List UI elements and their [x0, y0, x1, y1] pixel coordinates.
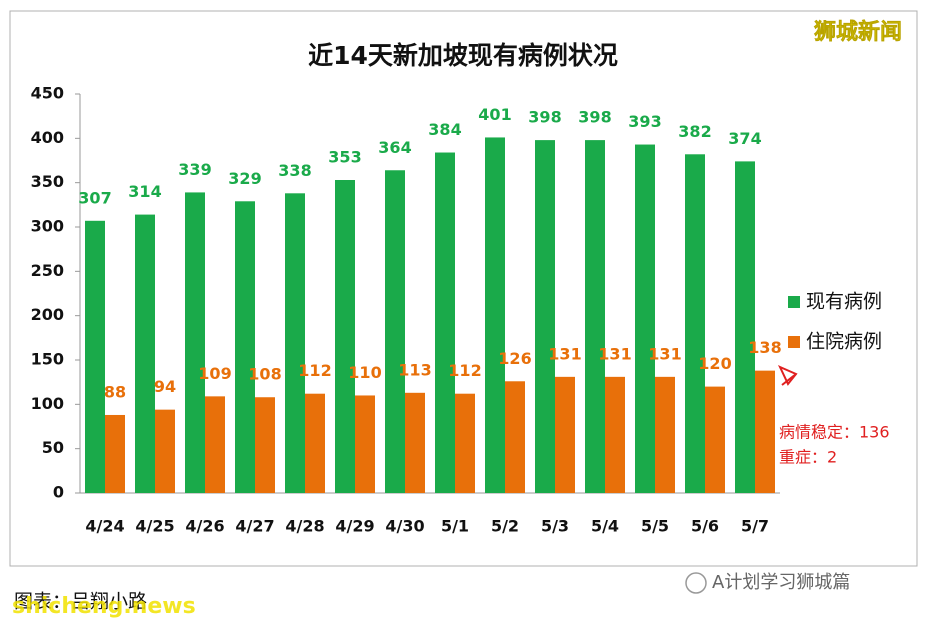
y-tick-label: 150 [31, 350, 64, 369]
y-tick-label: 50 [42, 438, 64, 457]
brand: 狮城新闻 [814, 19, 902, 45]
value-label: 126 [498, 349, 531, 368]
legend-label: 住院病例 [806, 331, 882, 353]
value-label: 112 [298, 361, 331, 380]
bar [135, 214, 155, 493]
value-label: 110 [348, 363, 381, 382]
x-tick-label: 4/26 [185, 517, 224, 536]
y-tick-label: 250 [31, 261, 64, 280]
y-tick-label: 200 [31, 305, 64, 324]
bar [85, 220, 105, 493]
bar [485, 137, 505, 494]
chart-title: 近14天新加坡现有病例状况 [308, 41, 618, 70]
x-tick-label: 5/2 [491, 517, 519, 536]
value-label: 314 [128, 182, 161, 201]
value-label: 382 [678, 122, 711, 141]
bar [605, 376, 625, 493]
x-tick-label: 5/7 [741, 517, 769, 536]
y-tick-label: 300 [31, 217, 64, 236]
annotation: 病情稳定：136 [779, 423, 890, 442]
annotation: 重症：2 [779, 448, 837, 467]
bar [435, 152, 455, 493]
value-label: 384 [428, 120, 461, 139]
bar [505, 381, 525, 493]
x-tick-label: 5/6 [691, 517, 719, 536]
x-tick-label: 5/4 [591, 517, 619, 536]
value-label: 339 [178, 160, 211, 179]
y-tick-label: 100 [31, 394, 64, 413]
x-tick-label: 4/27 [235, 517, 274, 536]
value-label: 364 [378, 138, 411, 157]
value-label: 109 [198, 364, 231, 383]
legend-swatch [788, 296, 800, 308]
value-label: 307 [78, 188, 111, 207]
value-label: 131 [648, 344, 681, 363]
account-icon [685, 572, 707, 594]
value-label: 108 [248, 365, 281, 384]
bar [685, 154, 705, 493]
bar [535, 140, 555, 493]
value-label: 393 [628, 112, 661, 131]
x-tick-label: 4/24 [85, 517, 124, 536]
y-tick-label: 400 [31, 128, 64, 147]
bar [705, 386, 725, 493]
value-label: 401 [478, 105, 511, 124]
bar [735, 161, 755, 494]
bar [255, 397, 275, 493]
y-tick-label: 0 [53, 483, 64, 502]
bar [205, 396, 225, 493]
value-label: 374 [728, 129, 761, 148]
bar [455, 393, 475, 493]
value-label: 338 [278, 161, 311, 180]
legend-label: 现有病例 [806, 291, 882, 313]
value-label: 131 [548, 344, 581, 363]
bar [385, 170, 405, 493]
bar [235, 201, 255, 493]
bar [755, 370, 775, 493]
x-tick-label: 5/1 [441, 517, 469, 536]
value-label: 138 [748, 338, 781, 357]
value-label: 131 [598, 344, 631, 363]
footer: 图表：吕翔小路 [14, 591, 147, 613]
value-label: 88 [104, 382, 126, 401]
bar [555, 376, 575, 493]
bar [155, 409, 175, 493]
y-tick-label: 450 [31, 84, 64, 103]
value-label: 94 [154, 377, 176, 396]
bar [305, 393, 325, 493]
bar [335, 180, 355, 494]
legend-swatch [788, 336, 800, 348]
value-label: 398 [528, 108, 561, 127]
bar [105, 414, 125, 493]
x-tick-label: 5/3 [541, 517, 569, 536]
bar [585, 140, 605, 493]
y-tick-label: 350 [31, 172, 64, 191]
value-label: 113 [398, 360, 431, 379]
value-label: 120 [698, 354, 731, 373]
x-tick-label: 4/30 [385, 517, 424, 536]
bar [655, 376, 675, 493]
x-tick-label: 5/5 [641, 517, 669, 536]
arrow-head [777, 365, 798, 386]
account: A计划学习狮城篇 [712, 572, 850, 593]
value-label: 353 [328, 148, 361, 167]
value-label: 398 [578, 108, 611, 127]
x-tick-label: 4/29 [335, 517, 374, 536]
value-label: 329 [228, 169, 261, 188]
bar [635, 144, 655, 494]
bar [185, 192, 205, 494]
bar [285, 193, 305, 493]
x-tick-label: 4/25 [135, 517, 174, 536]
bar [355, 395, 375, 493]
watermark: shicheng.news [12, 594, 196, 619]
x-tick-label: 4/28 [285, 517, 324, 536]
bar [405, 392, 425, 493]
value-label: 112 [448, 361, 481, 380]
